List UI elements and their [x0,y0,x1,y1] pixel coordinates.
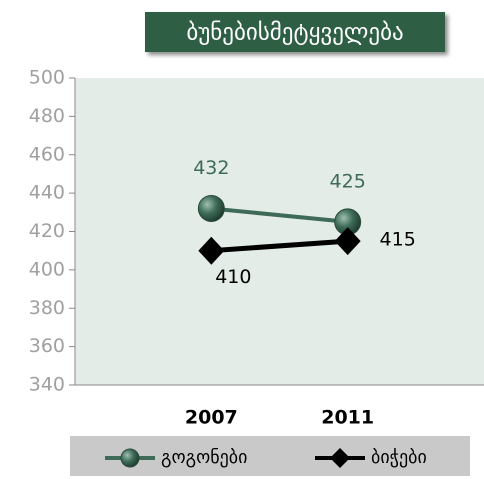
y-tick-label: 420 [29,220,65,242]
y-tick-label: 380 [29,297,65,319]
y-tick-label: 360 [29,335,65,357]
data-label: 415 [380,229,416,251]
data-label: 410 [215,266,251,288]
x-tick-label: 2011 [321,407,374,429]
data-label: 425 [330,170,366,192]
plot-area [75,78,484,385]
point [198,236,225,265]
y-tick-label: 480 [29,105,65,127]
point [197,194,225,222]
legend-marker [120,448,140,468]
point [334,227,361,256]
series-line [211,238,348,254]
y-tick-label: 460 [29,143,65,165]
legend-marker [330,448,350,468]
legend-label: გოგონები [161,447,247,468]
y-tick-label: 500 [29,67,65,89]
legend-label: ბიჭები [371,447,427,468]
data-label: 432 [193,157,229,179]
title-box [145,12,445,52]
series-line [211,206,348,224]
x-tick-label: 2007 [185,407,238,429]
y-tick-label: 440 [29,182,65,204]
y-tick-label: 340 [29,374,65,396]
chart-title: ბუნებისმეტყველება [186,20,403,46]
y-tick-label: 400 [29,258,65,280]
